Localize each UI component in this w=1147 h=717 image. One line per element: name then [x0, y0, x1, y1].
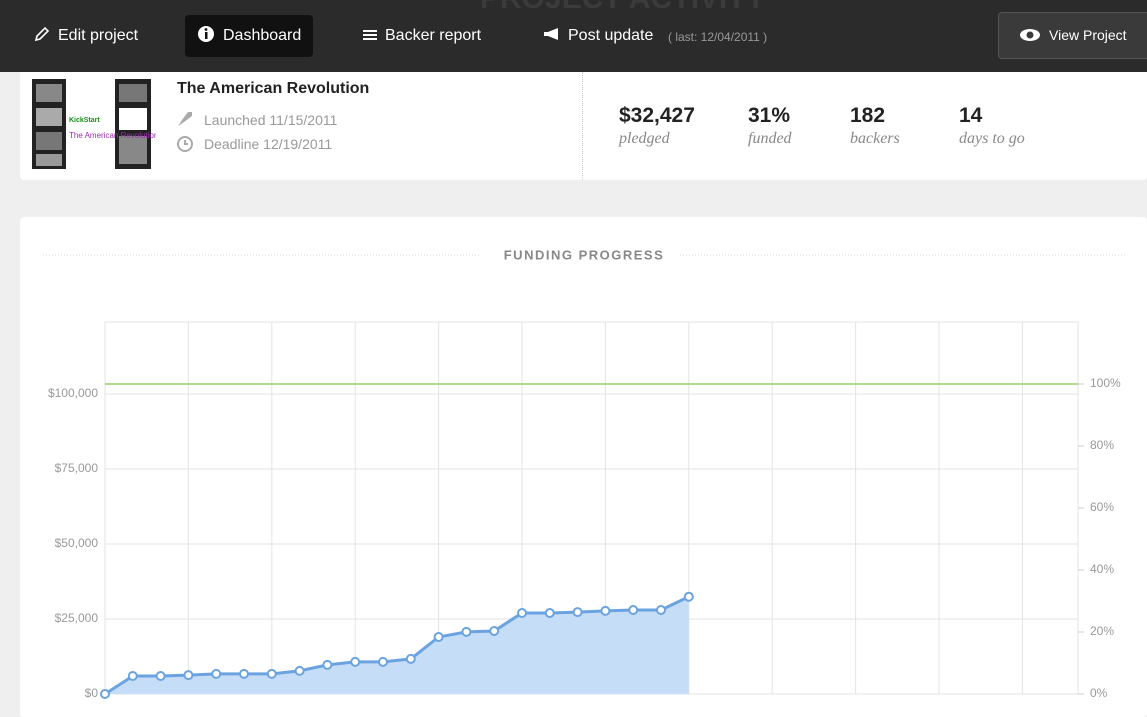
y-tick-label: $50,000	[55, 536, 99, 550]
button-label: View Project	[1049, 27, 1127, 43]
nav-bar: PROJECT ACTIVITY Edit project Dashboard …	[0, 0, 1147, 72]
nav-label: Post update	[568, 27, 654, 44]
icon	[1020, 29, 1040, 41]
nav-post-update[interactable]: Post update	[543, 15, 653, 57]
nav-edit[interactable]: Edit project	[34, 15, 138, 57]
point	[100, 689, 110, 699]
point	[433, 632, 444, 642]
rocket-icon	[178, 112, 192, 126]
stat: 31% funded	[748, 104, 792, 148]
project-title: The American Revolution	[177, 80, 370, 97]
nav-label: Dashboard	[223, 27, 302, 44]
y-tick-label: $100,000	[48, 386, 98, 400]
line	[104, 595, 690, 696]
point	[489, 626, 500, 636]
point	[683, 591, 694, 602]
y2-tick-label: 20%	[1090, 624, 1114, 638]
point	[350, 656, 361, 667]
stat-label: days to go	[959, 130, 1025, 147]
y2-tick-label: 40%	[1090, 562, 1114, 576]
nav-label: Edit project	[58, 27, 139, 44]
y-tick-label: $25,000	[55, 611, 99, 625]
point	[600, 605, 611, 616]
stat: $32,427 pledged	[619, 104, 695, 148]
separator	[582, 72, 583, 180]
point	[322, 659, 333, 670]
last-update: ( last: 12/04/2011 )	[668, 30, 768, 44]
y2-tick-label: 0%	[1090, 686, 1108, 700]
point	[211, 668, 222, 679]
stat: 14 days to go	[959, 104, 1025, 148]
thumb-brand: KickStart	[69, 117, 100, 124]
clock-icon	[177, 136, 193, 152]
stat: 182 backers	[850, 104, 900, 148]
point	[544, 608, 555, 618]
icon	[198, 26, 214, 42]
deadline: Deadline 12/19/2011	[204, 136, 333, 152]
point	[378, 656, 388, 667]
stat-value: 182	[850, 104, 886, 127]
view-project-button[interactable]: View Project	[998, 12, 1147, 59]
area	[105, 596, 689, 694]
point	[127, 671, 138, 681]
project-card: KickStart The American Revolution The Am…	[20, 72, 1147, 180]
stat-value: 14	[959, 104, 983, 127]
icon	[34, 26, 50, 42]
point	[517, 608, 527, 618]
launched: Launched 11/15/2011	[204, 112, 338, 128]
nav-label: Backer report	[385, 27, 482, 44]
nav-backer-report[interactable]: Backer report	[363, 15, 481, 57]
stat-value: $32,427	[619, 104, 695, 127]
stat-label: pledged	[619, 130, 670, 147]
y2-tick-label: 60%	[1090, 500, 1114, 514]
y2-tick-label: 100%	[1090, 376, 1121, 390]
point	[239, 668, 249, 679]
stat-label: backers	[850, 130, 900, 147]
point	[572, 607, 583, 618]
point	[294, 665, 305, 676]
chart-card: FUNDING PROGRESS $0 $25,000 $50,000 $75,000…	[20, 217, 1147, 717]
icon	[363, 30, 377, 40]
y-tick-label: $75,000	[55, 461, 99, 475]
point	[405, 653, 416, 664]
page-heading: PROJECT ACTIVITY	[480, 0, 766, 16]
point	[155, 671, 166, 681]
point	[183, 670, 194, 681]
y2-tick-label: 80%	[1090, 438, 1114, 452]
chart: FUNDING PROGRESS $0 $25,000 $50,000 $75,000…	[43, 247, 1125, 700]
point	[628, 605, 639, 615]
icon	[544, 28, 558, 40]
point	[461, 626, 472, 637]
stat-value: 31%	[748, 104, 791, 127]
chart-title: FUNDING PROGRESS	[504, 247, 665, 262]
point	[656, 605, 666, 615]
nav-dashboard[interactable]: Dashboard	[185, 15, 314, 57]
point	[266, 668, 277, 679]
y-tick-label: $0	[85, 686, 99, 700]
thumb-title: The American Revolution	[69, 131, 156, 140]
stat-label: funded	[748, 130, 792, 147]
thumbnail: KickStart The American Revolution	[32, 79, 156, 169]
